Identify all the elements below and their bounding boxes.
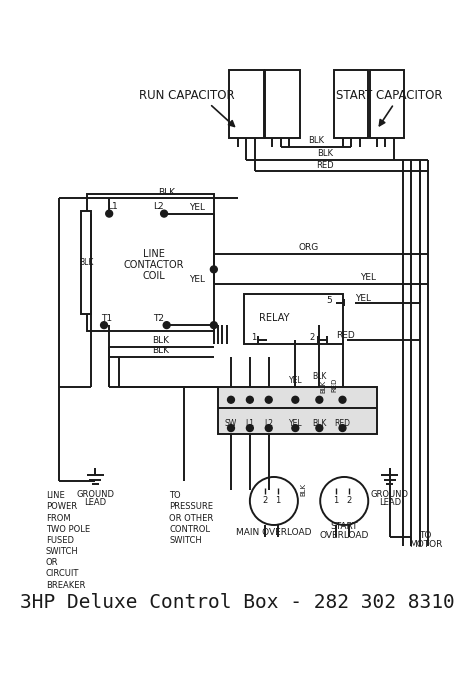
- Text: YEL: YEL: [360, 274, 376, 283]
- Text: FROM: FROM: [46, 514, 70, 523]
- Circle shape: [246, 425, 253, 431]
- Bar: [244, 294, 343, 344]
- Text: SW: SW: [225, 419, 237, 429]
- Text: BLK: BLK: [158, 188, 175, 197]
- Circle shape: [210, 322, 217, 329]
- Text: SWITCH: SWITCH: [46, 547, 79, 556]
- Text: OVERLOAD: OVERLOAD: [319, 531, 369, 540]
- Text: YEL: YEL: [189, 275, 205, 284]
- Text: BLK: BLK: [318, 149, 333, 158]
- Text: COIL: COIL: [142, 271, 165, 281]
- Circle shape: [106, 210, 113, 217]
- Bar: [334, 70, 368, 138]
- Circle shape: [339, 425, 346, 431]
- Circle shape: [316, 396, 323, 403]
- Circle shape: [265, 396, 272, 403]
- Text: LINE: LINE: [143, 249, 165, 259]
- Text: START CAPACITOR: START CAPACITOR: [337, 89, 443, 102]
- Text: LINE: LINE: [46, 491, 64, 500]
- Text: MAIN OVERLOAD: MAIN OVERLOAD: [236, 528, 311, 537]
- Text: BLK: BLK: [312, 419, 327, 429]
- Text: OR: OR: [46, 558, 58, 567]
- Text: CONTROL: CONTROL: [169, 525, 210, 534]
- Text: 2: 2: [263, 496, 268, 504]
- Text: MOTOR: MOTOR: [409, 540, 442, 549]
- Text: RELAY: RELAY: [259, 313, 289, 323]
- Text: LEAD: LEAD: [379, 498, 401, 507]
- Text: RUN CAPACITOR: RUN CAPACITOR: [138, 89, 234, 102]
- Text: L2: L2: [153, 202, 164, 212]
- Text: 1: 1: [333, 496, 338, 504]
- Text: POWER: POWER: [46, 502, 77, 512]
- Text: RED: RED: [336, 331, 355, 340]
- Text: 3HP Deluxe Control Box - 282 302 8310: 3HP Deluxe Control Box - 282 302 8310: [19, 593, 455, 612]
- Text: OR OTHER: OR OTHER: [169, 514, 213, 523]
- Text: PRESSURE: PRESSURE: [169, 502, 213, 512]
- Circle shape: [339, 396, 346, 403]
- Circle shape: [228, 425, 235, 431]
- Text: 2: 2: [347, 496, 352, 504]
- Text: GROUND: GROUND: [371, 489, 409, 499]
- Circle shape: [292, 425, 299, 431]
- Text: CIRCUIT: CIRCUIT: [46, 569, 79, 579]
- Text: CONTACTOR: CONTACTOR: [124, 260, 184, 270]
- Text: FUSED: FUSED: [46, 536, 74, 545]
- Text: RED: RED: [317, 161, 334, 170]
- Bar: [87, 194, 214, 331]
- Circle shape: [246, 396, 253, 403]
- Bar: [265, 70, 300, 138]
- Text: BLK: BLK: [320, 381, 327, 393]
- Circle shape: [316, 425, 323, 431]
- Text: BREAKER: BREAKER: [46, 581, 85, 589]
- Text: RED: RED: [331, 378, 337, 392]
- Text: L1: L1: [107, 202, 118, 212]
- Text: 2: 2: [310, 333, 315, 341]
- Circle shape: [265, 425, 272, 431]
- Text: T2: T2: [153, 314, 164, 322]
- Text: 1: 1: [275, 496, 281, 504]
- Circle shape: [292, 396, 299, 403]
- Text: TO: TO: [419, 531, 432, 540]
- Text: BLK: BLK: [152, 336, 169, 345]
- Circle shape: [228, 396, 235, 403]
- Text: RED: RED: [335, 419, 350, 429]
- Bar: [218, 387, 377, 434]
- Text: L1: L1: [246, 419, 255, 429]
- Text: YEL: YEL: [289, 377, 302, 385]
- Circle shape: [163, 322, 170, 329]
- Text: LEAD: LEAD: [84, 498, 107, 507]
- Circle shape: [100, 322, 108, 329]
- Text: 1: 1: [251, 333, 256, 341]
- Bar: [229, 70, 264, 138]
- Text: TWO POLE: TWO POLE: [46, 525, 90, 534]
- Text: BLK: BLK: [152, 346, 169, 356]
- Text: START: START: [330, 523, 358, 531]
- Bar: [81, 211, 91, 314]
- Text: GROUND: GROUND: [76, 489, 114, 499]
- Text: BLK: BLK: [312, 372, 327, 381]
- Circle shape: [210, 266, 217, 273]
- Text: YEL: YEL: [356, 294, 371, 303]
- Text: L2: L2: [264, 419, 273, 429]
- Text: BLK: BLK: [79, 258, 93, 267]
- Text: BLK: BLK: [308, 136, 324, 145]
- Bar: [370, 70, 404, 138]
- Text: ORG: ORG: [298, 243, 319, 252]
- Text: YEL: YEL: [289, 419, 302, 429]
- Text: YEL: YEL: [189, 203, 205, 212]
- Circle shape: [161, 210, 167, 217]
- Text: T1: T1: [101, 314, 112, 322]
- Text: 5: 5: [327, 296, 333, 305]
- Text: TO: TO: [169, 491, 181, 500]
- Text: SWITCH: SWITCH: [169, 536, 202, 545]
- Text: BLK: BLK: [301, 483, 307, 496]
